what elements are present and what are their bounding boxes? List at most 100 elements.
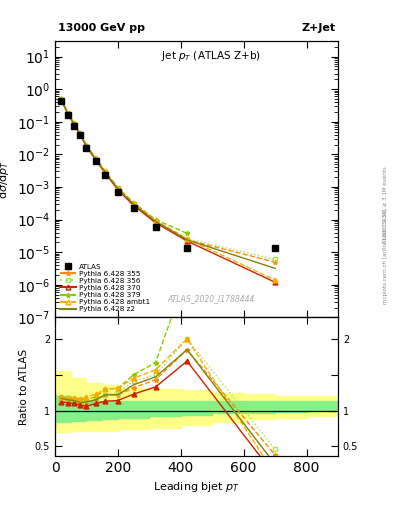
Pythia 6.428 379 [94, 156, 98, 162]
Pythia 6.428 ambt1 [78, 131, 83, 137]
Pythia 6.428 356 [116, 185, 120, 191]
Pythia 6.428 ambt1 [103, 168, 108, 175]
Pythia 6.428 370 [273, 279, 277, 285]
Pythia 6.428 379 [153, 217, 158, 223]
Pythia 6.428 355 [103, 169, 108, 176]
Line: Pythia 6.428 356: Pythia 6.428 356 [59, 97, 277, 262]
Text: 13000 GeV pp: 13000 GeV pp [58, 23, 145, 33]
ATLAS [78, 133, 83, 139]
Pythia 6.428 z2 [59, 96, 64, 102]
Pythia 6.428 355 [153, 219, 158, 225]
Pythia 6.428 355 [131, 201, 136, 207]
Pythia 6.428 370 [94, 157, 98, 163]
ATLAS [103, 172, 108, 178]
Pythia 6.428 z2 [94, 156, 98, 162]
Pythia 6.428 356 [131, 201, 136, 207]
ATLAS [72, 122, 76, 129]
Pythia 6.428 ambt1 [59, 96, 64, 102]
Pythia 6.428 z2 [103, 169, 108, 176]
Line: Pythia 6.428 379: Pythia 6.428 379 [59, 97, 189, 236]
Pythia 6.428 z2 [78, 131, 83, 137]
ATLAS [116, 188, 120, 195]
Pythia 6.428 z2 [116, 186, 120, 192]
Pythia 6.428 355 [78, 131, 83, 137]
Pythia 6.428 370 [84, 144, 89, 150]
Pythia 6.428 379 [72, 120, 76, 126]
Pythia 6.428 ambt1 [153, 218, 158, 224]
ATLAS [153, 224, 158, 230]
Pythia 6.428 355 [65, 110, 70, 116]
Pythia 6.428 z2 [72, 121, 76, 127]
Text: Z+Jet: Z+Jet [301, 23, 335, 33]
Pythia 6.428 z2 [65, 110, 70, 116]
Line: Pythia 6.428 ambt1: Pythia 6.428 ambt1 [59, 97, 277, 283]
Pythia 6.428 356 [78, 131, 83, 137]
Pythia 6.428 379 [59, 96, 64, 102]
Pythia 6.428 z2 [273, 265, 277, 271]
ATLAS [273, 245, 277, 251]
Line: ATLAS: ATLAS [58, 98, 278, 251]
Y-axis label: Ratio to ATLAS: Ratio to ATLAS [19, 349, 29, 424]
Pythia 6.428 355 [59, 96, 64, 102]
Pythia 6.428 370 [78, 131, 83, 137]
ATLAS [84, 144, 89, 151]
Pythia 6.428 356 [185, 236, 189, 242]
Pythia 6.428 356 [72, 120, 76, 126]
Pythia 6.428 355 [185, 237, 189, 243]
X-axis label: Leading bjet $p_T$: Leading bjet $p_T$ [153, 480, 240, 494]
Line: Pythia 6.428 z2: Pythia 6.428 z2 [61, 99, 275, 268]
Pythia 6.428 370 [72, 121, 76, 127]
Pythia 6.428 z2 [185, 237, 189, 243]
ATLAS [94, 158, 98, 164]
Pythia 6.428 370 [65, 111, 70, 117]
Pythia 6.428 379 [131, 200, 136, 206]
Pythia 6.428 355 [116, 186, 120, 192]
Legend: ATLAS, Pythia 6.428 355, Pythia 6.428 356, Pythia 6.428 370, Pythia 6.428 379, P: ATLAS, Pythia 6.428 355, Pythia 6.428 35… [59, 262, 151, 314]
Pythia 6.428 355 [84, 143, 89, 149]
Pythia 6.428 356 [65, 110, 70, 116]
Pythia 6.428 355 [273, 259, 277, 265]
Pythia 6.428 ambt1 [131, 200, 136, 206]
Text: Jet $p_T$ (ATLAS Z+b): Jet $p_T$ (ATLAS Z+b) [161, 49, 261, 63]
Pythia 6.428 ambt1 [273, 277, 277, 283]
Pythia 6.428 370 [116, 187, 120, 193]
Text: ATLAS_2020_I1788444: ATLAS_2020_I1788444 [167, 294, 254, 303]
ATLAS [59, 98, 64, 104]
ATLAS [131, 205, 136, 211]
Pythia 6.428 379 [116, 185, 120, 191]
Pythia 6.428 356 [59, 96, 64, 102]
Y-axis label: d$\sigma$/d$p_T$: d$\sigma$/d$p_T$ [0, 160, 11, 199]
Pythia 6.428 z2 [84, 143, 89, 149]
Text: mcplots.cern.ch [arXiv:1306.3436]: mcplots.cern.ch [arXiv:1306.3436] [383, 208, 387, 304]
Pythia 6.428 355 [94, 156, 98, 162]
Pythia 6.428 ambt1 [84, 142, 89, 148]
Pythia 6.428 379 [84, 142, 89, 148]
Pythia 6.428 379 [78, 131, 83, 137]
Pythia 6.428 379 [103, 168, 108, 175]
Pythia 6.428 ambt1 [185, 236, 189, 242]
Pythia 6.428 370 [103, 170, 108, 177]
ATLAS [185, 245, 189, 251]
Pythia 6.428 370 [153, 220, 158, 226]
Pythia 6.428 ambt1 [116, 185, 120, 191]
Pythia 6.428 ambt1 [65, 110, 70, 116]
Line: Pythia 6.428 370: Pythia 6.428 370 [59, 97, 277, 285]
Pythia 6.428 356 [273, 257, 277, 263]
ATLAS [65, 112, 70, 118]
Text: Rivet 3.1.10, ≥ 3.1M events: Rivet 3.1.10, ≥ 3.1M events [383, 166, 387, 243]
Pythia 6.428 355 [72, 120, 76, 126]
Pythia 6.428 379 [65, 110, 70, 116]
Pythia 6.428 370 [185, 238, 189, 244]
Pythia 6.428 356 [153, 218, 158, 224]
Pythia 6.428 356 [94, 156, 98, 162]
Pythia 6.428 379 [185, 230, 189, 237]
Pythia 6.428 ambt1 [94, 155, 98, 161]
Pythia 6.428 370 [131, 202, 136, 208]
Pythia 6.428 ambt1 [72, 120, 76, 126]
Pythia 6.428 z2 [131, 201, 136, 207]
Pythia 6.428 370 [59, 97, 64, 103]
Pythia 6.428 356 [103, 169, 108, 176]
Pythia 6.428 z2 [153, 218, 158, 224]
Line: Pythia 6.428 355: Pythia 6.428 355 [59, 97, 277, 265]
Pythia 6.428 356 [84, 143, 89, 149]
